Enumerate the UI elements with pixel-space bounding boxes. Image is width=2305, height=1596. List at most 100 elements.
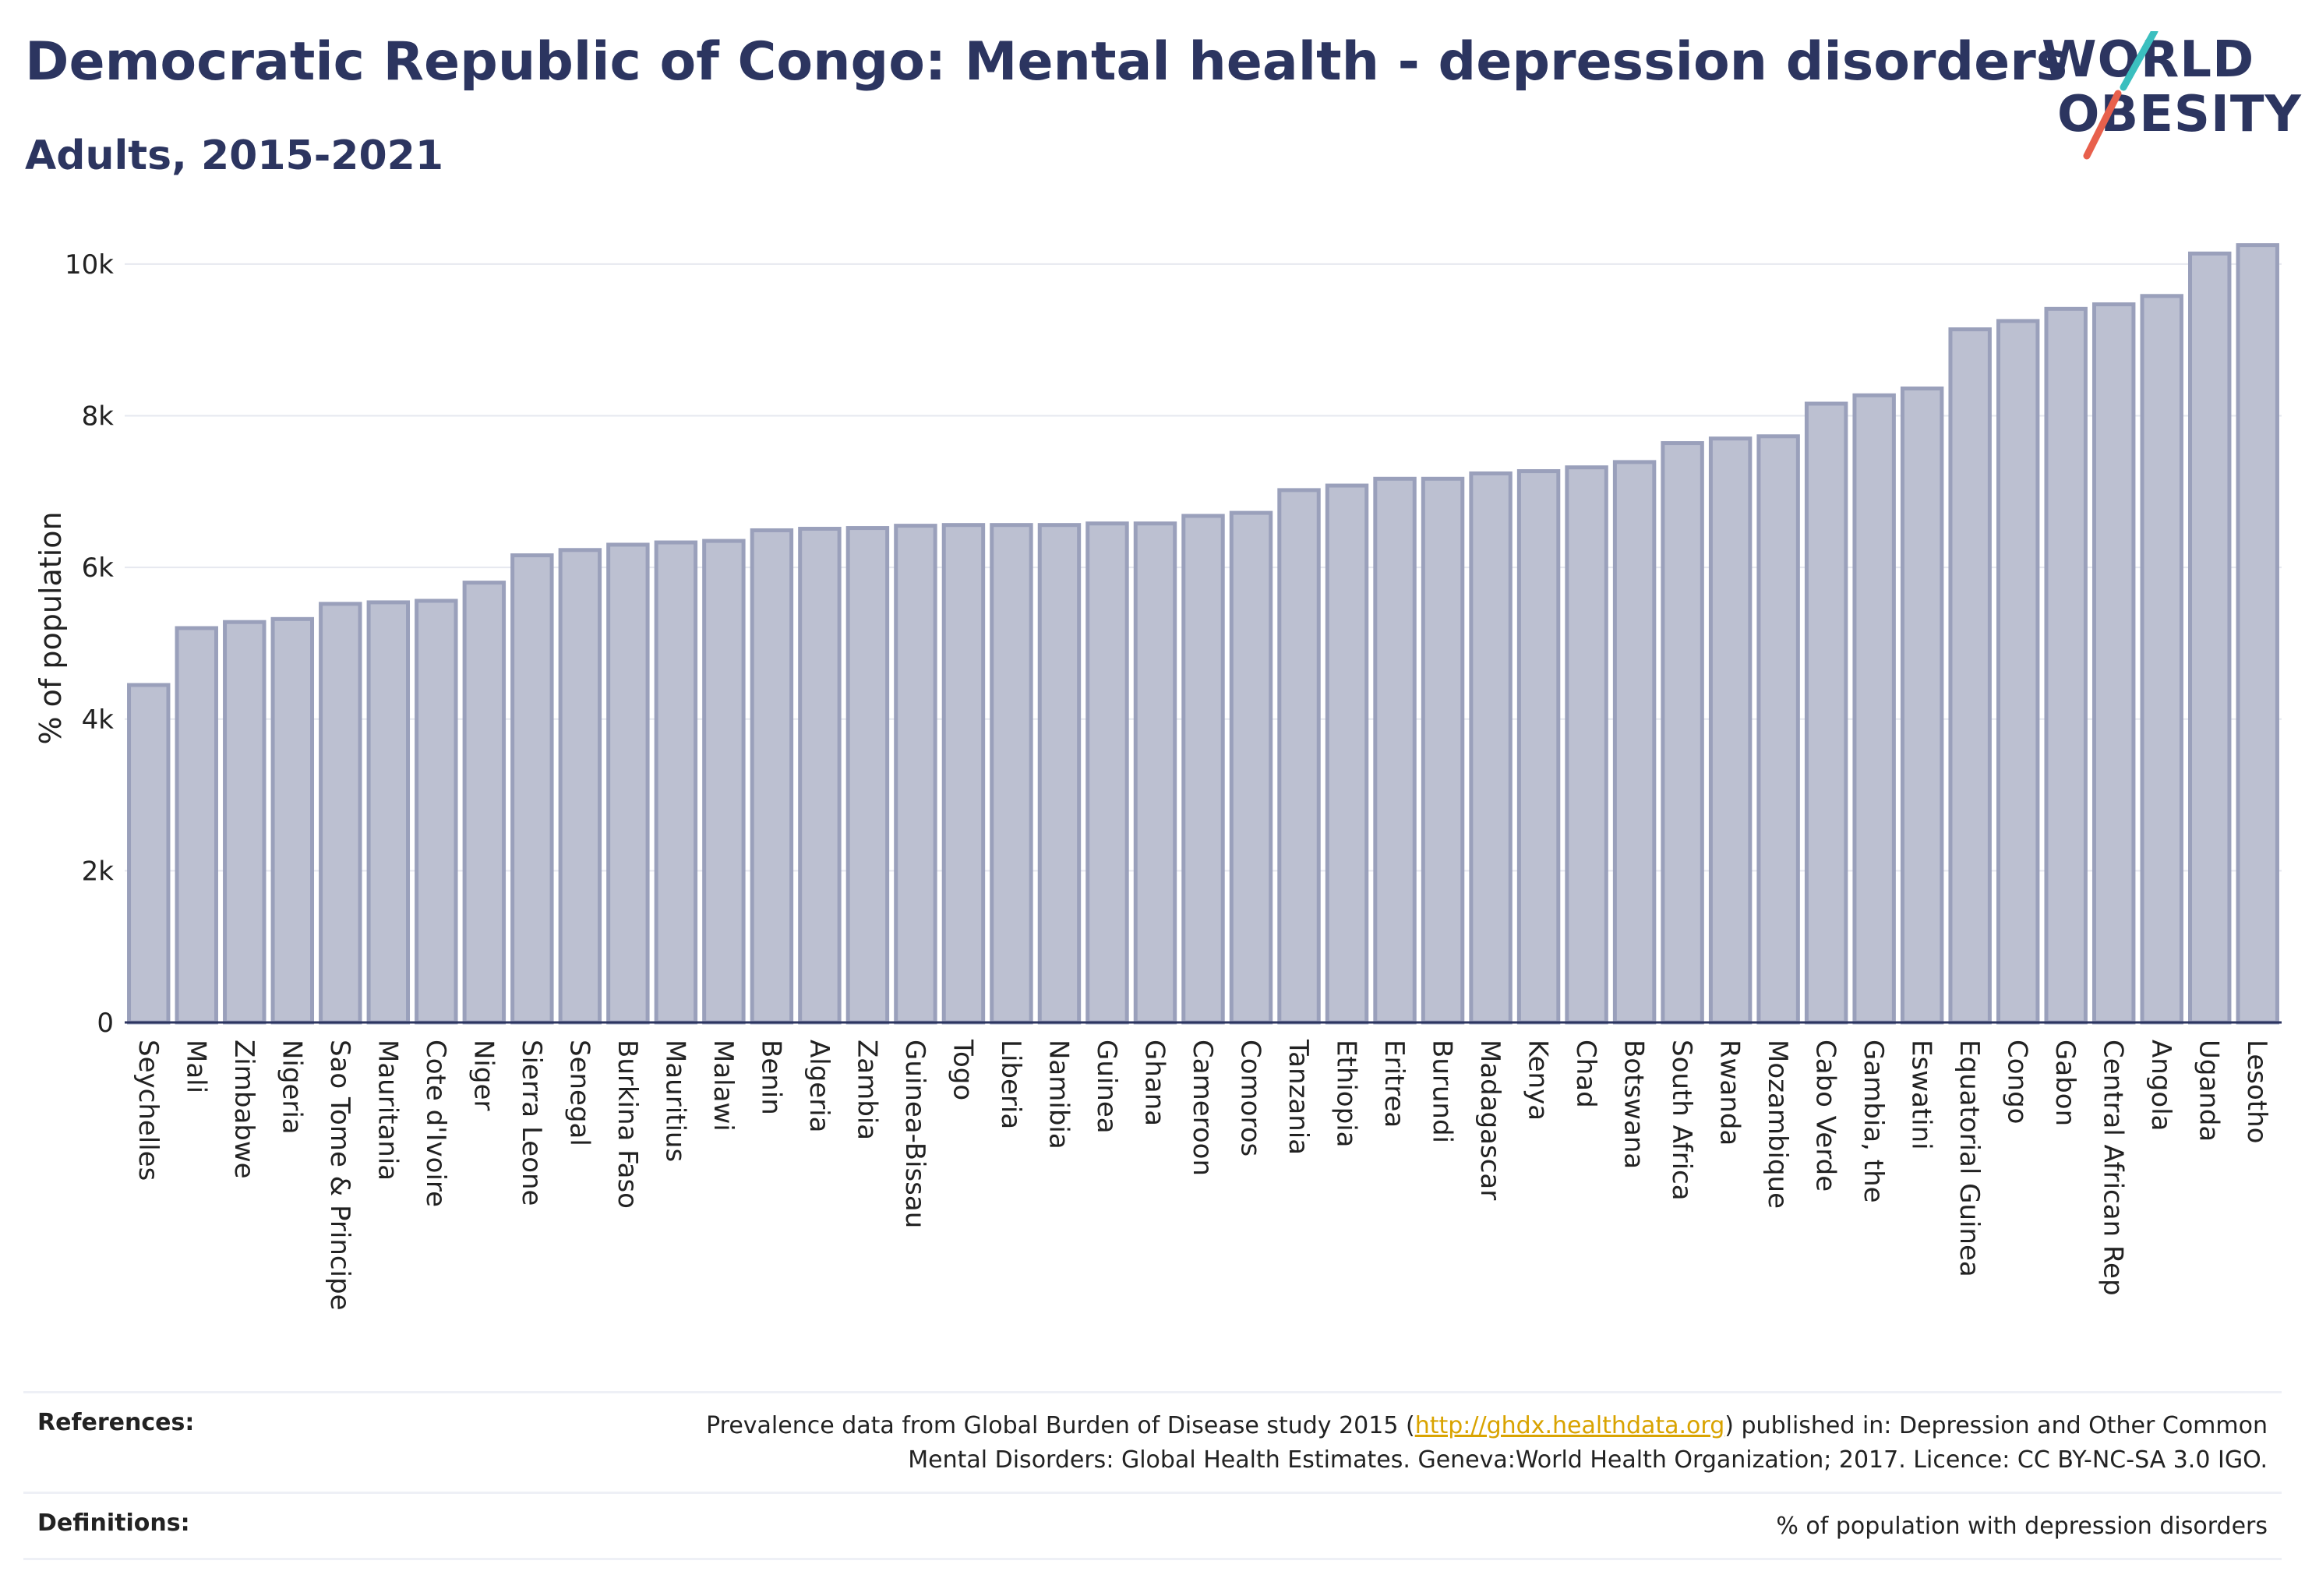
references-text-end: ) published in: Depression and Other Com… <box>1724 1412 2268 1439</box>
bar[interactable] <box>558 548 602 1025</box>
x-tick-label: Guinea-Bissau <box>899 1040 930 1228</box>
bar[interactable] <box>2236 243 2279 1025</box>
x-tick-labels: Seychelles Mali Zimbabwe Nigeria Sao Tome & … <box>132 1039 2272 1311</box>
x-tick-label: Malawi <box>708 1040 739 1132</box>
bar[interactable] <box>1037 523 1082 1025</box>
bar[interactable] <box>223 620 267 1025</box>
y-axis-label: % of population <box>34 511 68 744</box>
y-tick-label: 0 <box>97 1008 114 1039</box>
x-tick-label: Cameroon <box>1187 1040 1218 1176</box>
bar[interactable] <box>510 553 554 1025</box>
bar[interactable] <box>941 523 986 1025</box>
x-tick-label: Chad <box>1570 1040 1601 1108</box>
definitions-label: Definitions: <box>37 1509 190 1537</box>
y-tick-label: 4k <box>82 704 115 736</box>
y-tick-labels: 0 2k 4k 6k 8k 10k <box>65 249 114 1039</box>
x-tick-label: Algeria <box>803 1040 835 1132</box>
x-tick-label: Botswana <box>1618 1040 1650 1169</box>
references-link[interactable]: http://ghdx.healthdata.org <box>1414 1412 1725 1439</box>
bar[interactable] <box>1708 436 1753 1025</box>
bar[interactable] <box>1756 434 1800 1025</box>
bar[interactable] <box>1085 521 1129 1025</box>
x-tick-label: Comoros <box>1235 1040 1266 1156</box>
bar[interactable] <box>2091 302 2136 1025</box>
bar[interactable] <box>1612 460 1657 1025</box>
bar[interactable] <box>606 542 650 1025</box>
y-tick-label: 2k <box>82 856 115 887</box>
bar[interactable] <box>175 626 218 1025</box>
bar[interactable] <box>319 602 362 1025</box>
x-tick-label: Ethiopia <box>1331 1040 1362 1147</box>
references-label: References: <box>37 1409 195 1436</box>
bar[interactable] <box>366 600 411 1025</box>
x-tick-label: Lesotho <box>2241 1040 2272 1143</box>
definitions-text: % of population with depression disorder… <box>1776 1513 2268 1540</box>
x-tick-label: Angola <box>2145 1040 2176 1131</box>
bars <box>127 243 2279 1025</box>
bar[interactable] <box>415 598 458 1025</box>
bar[interactable] <box>1373 476 1417 1025</box>
x-tick-label: Zambia <box>851 1040 882 1140</box>
x-tick-label: Seychelles <box>132 1040 164 1181</box>
x-tick-label: Nigeria <box>276 1040 307 1135</box>
x-tick-label: Gambia, the <box>1858 1040 1889 1203</box>
bar[interactable] <box>1900 387 1944 1025</box>
x-tick-label: Equatorial Guinea <box>1954 1040 1985 1277</box>
x-tick-label: Gabon <box>2049 1040 2081 1126</box>
x-tick-label: Senegal <box>563 1040 595 1146</box>
chart-subtitle: Adults, 2015-2021 <box>25 132 444 179</box>
x-tick-label: Sao Tome & Principe <box>324 1040 355 1311</box>
logo-slash-icon <box>2083 31 2159 160</box>
bar[interactable] <box>1133 521 1177 1025</box>
bar[interactable] <box>750 528 794 1025</box>
x-tick-label: Uganda <box>2194 1040 2225 1142</box>
x-tick-label: Sierra Leone <box>516 1040 547 1206</box>
bar[interactable] <box>1996 319 2040 1025</box>
bar[interactable] <box>1229 510 1273 1025</box>
x-tick-label: Tanzania <box>1283 1039 1314 1155</box>
x-tick-label: Mozambique <box>1762 1040 1793 1209</box>
bar[interactable] <box>845 526 890 1025</box>
bar[interactable] <box>702 538 746 1025</box>
bar[interactable] <box>1565 465 1608 1025</box>
bar[interactable] <box>1469 471 1513 1025</box>
x-tick-label: Madagascar <box>1474 1040 1505 1200</box>
references-text-start: Prevalence data from Global Burden of Di… <box>706 1412 1415 1439</box>
x-tick-label: Burundi <box>1427 1040 1458 1143</box>
bar[interactable] <box>1277 488 1321 1025</box>
x-tick-label: Mauritania <box>372 1040 403 1181</box>
x-tick-label: Togo <box>947 1039 978 1100</box>
x-tick-label: Mauritius <box>659 1040 690 1162</box>
bar[interactable] <box>270 616 315 1025</box>
bar[interactable] <box>1421 476 1465 1025</box>
bar[interactable] <box>1852 393 1896 1025</box>
footer-divider <box>23 1558 2282 1560</box>
x-tick-label: Eritrea <box>1378 1040 1410 1128</box>
bar[interactable] <box>1325 483 1369 1025</box>
bar[interactable] <box>798 527 842 1025</box>
bar[interactable] <box>127 683 171 1025</box>
bar[interactable] <box>462 581 507 1025</box>
footer-notes: References: Prevalence data from Global … <box>23 1391 2282 1560</box>
bar[interactable] <box>894 524 937 1025</box>
bar[interactable] <box>990 523 1033 1025</box>
bar[interactable] <box>2188 251 2232 1025</box>
x-tick-label: Benin <box>755 1040 786 1115</box>
definitions-row: Definitions: % of population with depres… <box>23 1492 2282 1558</box>
bar[interactable] <box>2044 306 2088 1025</box>
x-tick-label: Eswatini <box>1906 1040 1937 1150</box>
x-tick-label: Central African Rep <box>2098 1040 2129 1296</box>
chart-title: Democratic Republic of Congo: Mental hea… <box>25 31 2068 93</box>
bar[interactable] <box>1661 441 1704 1025</box>
x-tick-label: Kenya <box>1523 1040 1554 1121</box>
references-row: References: Prevalence data from Global … <box>23 1391 2282 1492</box>
x-tick-label: Namibia <box>1043 1040 1074 1149</box>
bar[interactable] <box>1516 469 1561 1025</box>
bar[interactable] <box>1948 327 1992 1025</box>
references-text-line2: Mental Disorders: Global Health Estimate… <box>908 1446 2268 1474</box>
bar[interactable] <box>2140 294 2183 1025</box>
bar[interactable] <box>654 540 698 1025</box>
bar[interactable] <box>1804 401 1848 1025</box>
y-tick-label: 8k <box>82 401 115 433</box>
bar[interactable] <box>1181 514 1225 1025</box>
